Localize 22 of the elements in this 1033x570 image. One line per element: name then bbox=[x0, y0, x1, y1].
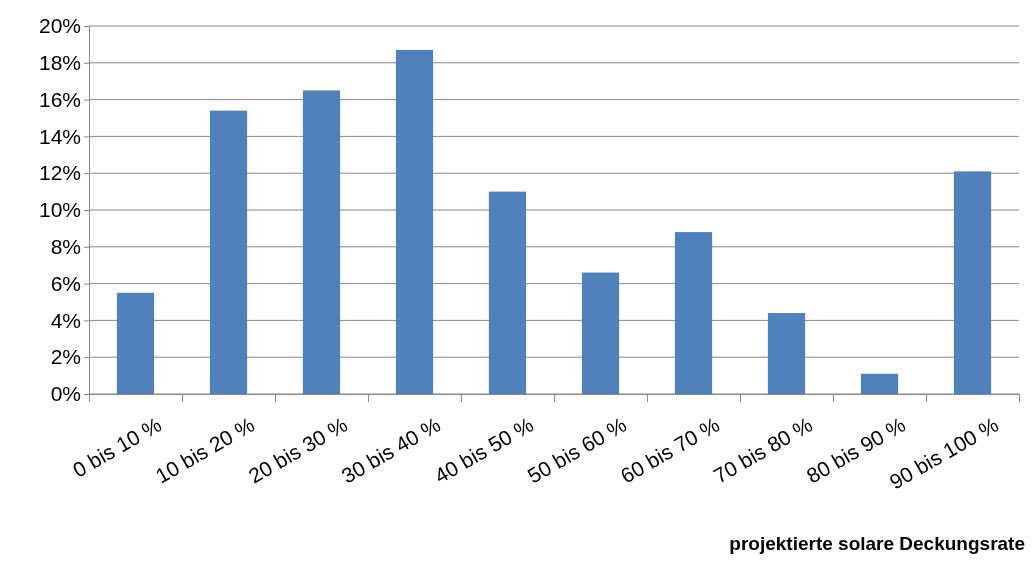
y-tick-label: 2% bbox=[50, 345, 81, 369]
bar bbox=[488, 191, 527, 394]
y-tick-label: 0% bbox=[50, 382, 81, 406]
y-tick-label: 10% bbox=[38, 198, 81, 222]
y-tick-label: 20% bbox=[38, 14, 81, 38]
x-axis-title: projektierte solare Deckungsrate bbox=[729, 533, 1025, 554]
y-tick-label: 12% bbox=[38, 161, 81, 185]
y-tick-label: 8% bbox=[50, 235, 81, 259]
bar bbox=[953, 171, 992, 394]
y-tick-label: 18% bbox=[38, 51, 81, 75]
bar bbox=[209, 110, 248, 394]
y-tick-label: 16% bbox=[38, 87, 81, 111]
bar bbox=[767, 313, 806, 394]
bar bbox=[860, 373, 899, 394]
y-tick-label: 6% bbox=[50, 271, 81, 295]
y-tick-label: 4% bbox=[50, 308, 81, 332]
bar bbox=[116, 292, 155, 394]
bar bbox=[395, 49, 434, 394]
bar bbox=[674, 232, 713, 394]
y-tick-label: 14% bbox=[38, 124, 81, 148]
bar bbox=[581, 272, 620, 394]
bar bbox=[302, 90, 341, 394]
